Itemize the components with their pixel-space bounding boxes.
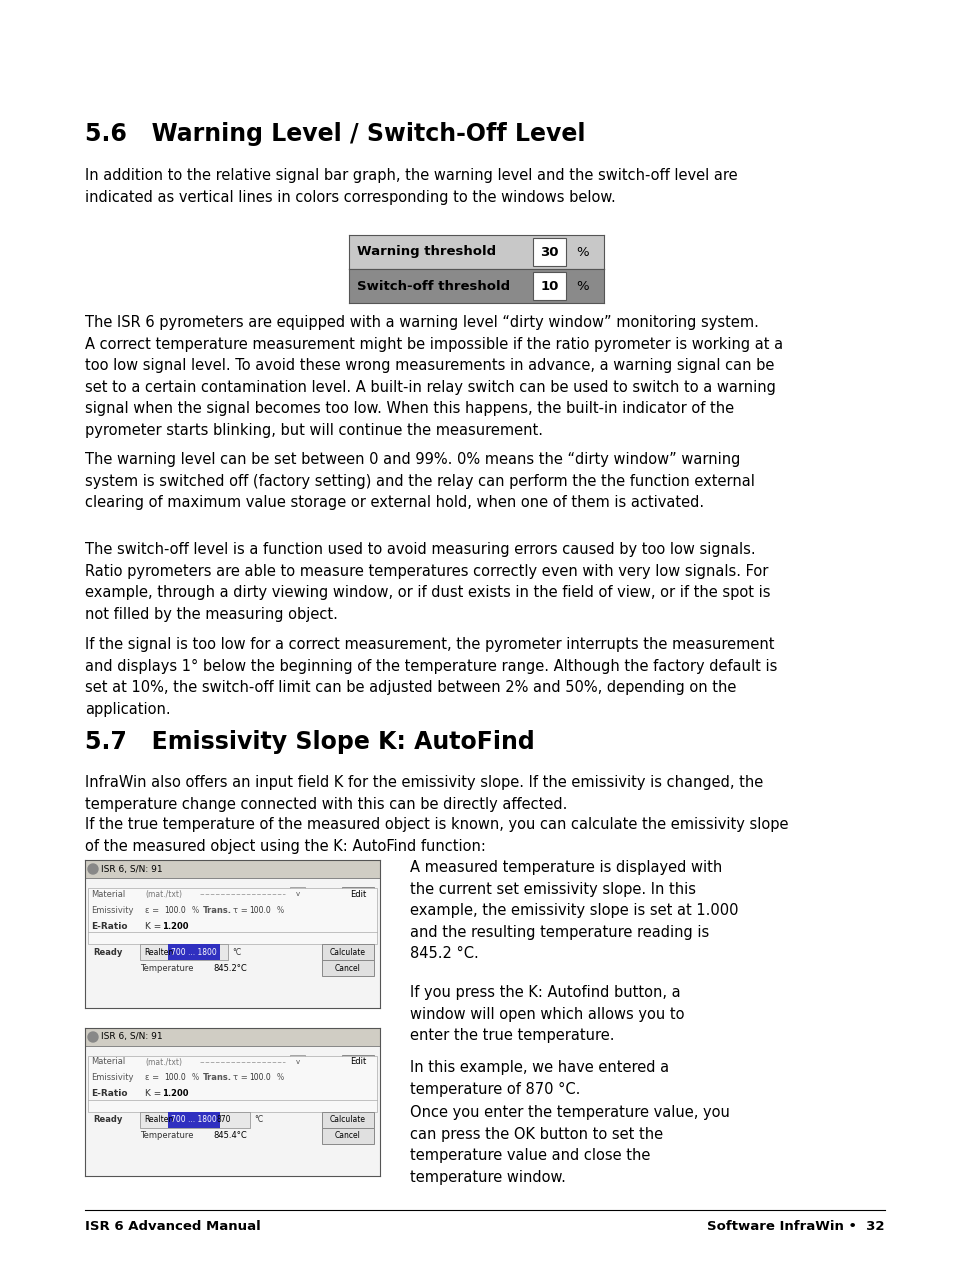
Text: (mat./txt): (mat./txt)	[145, 1058, 182, 1067]
Text: Software InfraWin •  32: Software InfraWin • 32	[707, 1220, 884, 1233]
Text: E-Ratio: E-Ratio	[91, 1090, 128, 1099]
Bar	[322, 960, 374, 977]
Text: ISR 6, S/N: 91: ISR 6, S/N: 91	[101, 1033, 162, 1041]
Text: (mat./txt): (mat./txt)	[145, 889, 182, 898]
Text: 100.0: 100.0	[164, 906, 186, 914]
Text: Emissivity: Emissivity	[91, 1073, 133, 1082]
Text: Ready: Ready	[92, 1115, 122, 1124]
Bar	[341, 886, 374, 900]
Text: Calculate: Calculate	[330, 947, 366, 956]
Text: In addition to the relative signal bar graph, the warning level and the switch-o: In addition to the relative signal bar g…	[85, 168, 737, 204]
Text: Temperature: Temperature	[140, 964, 193, 973]
Text: Edit: Edit	[350, 889, 366, 898]
Text: ISR 6, S/N: 91: ISR 6, S/N: 91	[101, 865, 162, 874]
Text: v: v	[295, 892, 299, 897]
Text: 845.4°C: 845.4°C	[213, 1132, 247, 1140]
Bar	[245, 1071, 274, 1085]
Bar	[140, 944, 228, 960]
Bar	[168, 944, 220, 960]
Text: The warning level can be set between 0 and 99%. 0% means the “dirty window” warn: The warning level can be set between 0 a…	[85, 452, 754, 511]
Bar	[88, 888, 376, 944]
Bar	[88, 1055, 376, 1113]
Text: Emissivity: Emissivity	[91, 906, 133, 914]
Text: 1.200: 1.200	[162, 922, 188, 931]
Bar	[322, 944, 374, 960]
Text: 100.0: 100.0	[249, 1073, 271, 1082]
Text: %: %	[276, 1073, 284, 1082]
Text: Once you enter the temperature value, you
can press the OK button to set the
tem: Once you enter the temperature value, yo…	[410, 1105, 729, 1185]
Text: Temperature: Temperature	[140, 1132, 193, 1140]
Text: The ISR 6 pyrometers are equipped with a warning level “dirty window” monitoring: The ISR 6 pyrometers are equipped with a…	[85, 315, 782, 438]
Bar	[85, 860, 379, 878]
Text: 700 ... 1800: 700 ... 1800	[171, 1115, 216, 1124]
Bar	[322, 1128, 374, 1144]
Text: 845.2°C: 845.2°C	[213, 964, 247, 973]
Text: 870: 870	[216, 1115, 231, 1124]
Bar	[140, 1113, 250, 1128]
Text: Cancel: Cancel	[335, 1132, 360, 1140]
Text: 5.6   Warning Level / Switch-Off Level: 5.6 Warning Level / Switch-Off Level	[85, 122, 585, 146]
Text: A measured temperature is displayed with
the current set emissivity slope. In th: A measured temperature is displayed with…	[410, 860, 738, 961]
Text: %: %	[192, 1073, 199, 1082]
Text: Calculate: Calculate	[330, 1115, 366, 1124]
Text: °C: °C	[253, 1115, 263, 1124]
Text: If the true temperature of the measured object is known, you can calculate the e: If the true temperature of the measured …	[85, 817, 788, 853]
Text: τ =: τ =	[233, 906, 248, 914]
Text: The switch-off level is a function used to avoid measuring errors caused by too : The switch-off level is a function used …	[85, 542, 770, 622]
Bar	[168, 1113, 220, 1128]
Text: 100.0: 100.0	[249, 906, 271, 914]
Bar	[160, 919, 190, 933]
Text: %: %	[276, 906, 284, 914]
Bar	[160, 903, 190, 917]
Text: Material: Material	[91, 1058, 125, 1067]
Text: If the signal is too low for a correct measurement, the pyrometer interrupts the: If the signal is too low for a correct m…	[85, 638, 777, 716]
Text: K =: K =	[145, 1090, 161, 1099]
Bar	[245, 903, 274, 917]
Text: If you press the K: Autofind button, a
window will open which allows you to
ente: If you press the K: Autofind button, a w…	[410, 986, 684, 1043]
Text: 10: 10	[540, 279, 558, 292]
Text: K =: K =	[145, 922, 161, 931]
Bar	[160, 1087, 190, 1101]
Bar	[341, 1055, 374, 1069]
Text: Ready: Ready	[92, 947, 122, 956]
Text: Realten: Realten	[144, 947, 173, 956]
FancyBboxPatch shape	[533, 239, 566, 265]
Text: InfraWin also offers an input field K for the emissivity slope. If the emissivit: InfraWin also offers an input field K fo…	[85, 775, 762, 812]
Text: In this example, we have entered a
temperature of 870 °C.: In this example, we have entered a tempe…	[410, 1060, 668, 1096]
Text: Material: Material	[91, 889, 125, 898]
Bar	[85, 1027, 379, 1046]
Bar	[290, 886, 305, 900]
Circle shape	[88, 1033, 98, 1041]
Text: Realten: Realten	[144, 1115, 173, 1124]
FancyBboxPatch shape	[533, 272, 566, 300]
Text: ε =: ε =	[145, 906, 159, 914]
Text: 5.7   Emissivity Slope K: AutoFind: 5.7 Emissivity Slope K: AutoFind	[85, 730, 535, 754]
Text: °C: °C	[232, 947, 241, 956]
Text: τ =: τ =	[233, 1073, 248, 1082]
Text: Trans.: Trans.	[203, 1073, 232, 1082]
Text: %: %	[192, 906, 199, 914]
Bar	[322, 1113, 374, 1128]
Text: E-Ratio: E-Ratio	[91, 922, 128, 931]
Text: 1.200: 1.200	[162, 1090, 188, 1099]
Text: Edit: Edit	[350, 1058, 366, 1067]
Text: Cancel: Cancel	[335, 964, 360, 973]
Text: ε =: ε =	[145, 1073, 159, 1082]
Bar	[160, 1071, 190, 1085]
Text: Warning threshold: Warning threshold	[356, 245, 496, 259]
Text: 100.0: 100.0	[164, 1073, 186, 1082]
Circle shape	[88, 864, 98, 874]
Text: ISR 6 Advanced Manual: ISR 6 Advanced Manual	[85, 1220, 260, 1233]
Text: Switch-off threshold: Switch-off threshold	[356, 279, 510, 292]
Text: Trans.: Trans.	[203, 906, 232, 914]
Bar	[290, 1055, 305, 1069]
Text: %: %	[576, 245, 588, 259]
Text: %: %	[576, 279, 588, 292]
Text: v: v	[295, 1059, 299, 1066]
Text: 30: 30	[539, 245, 558, 259]
Text: 700 ... 1800: 700 ... 1800	[171, 947, 216, 956]
